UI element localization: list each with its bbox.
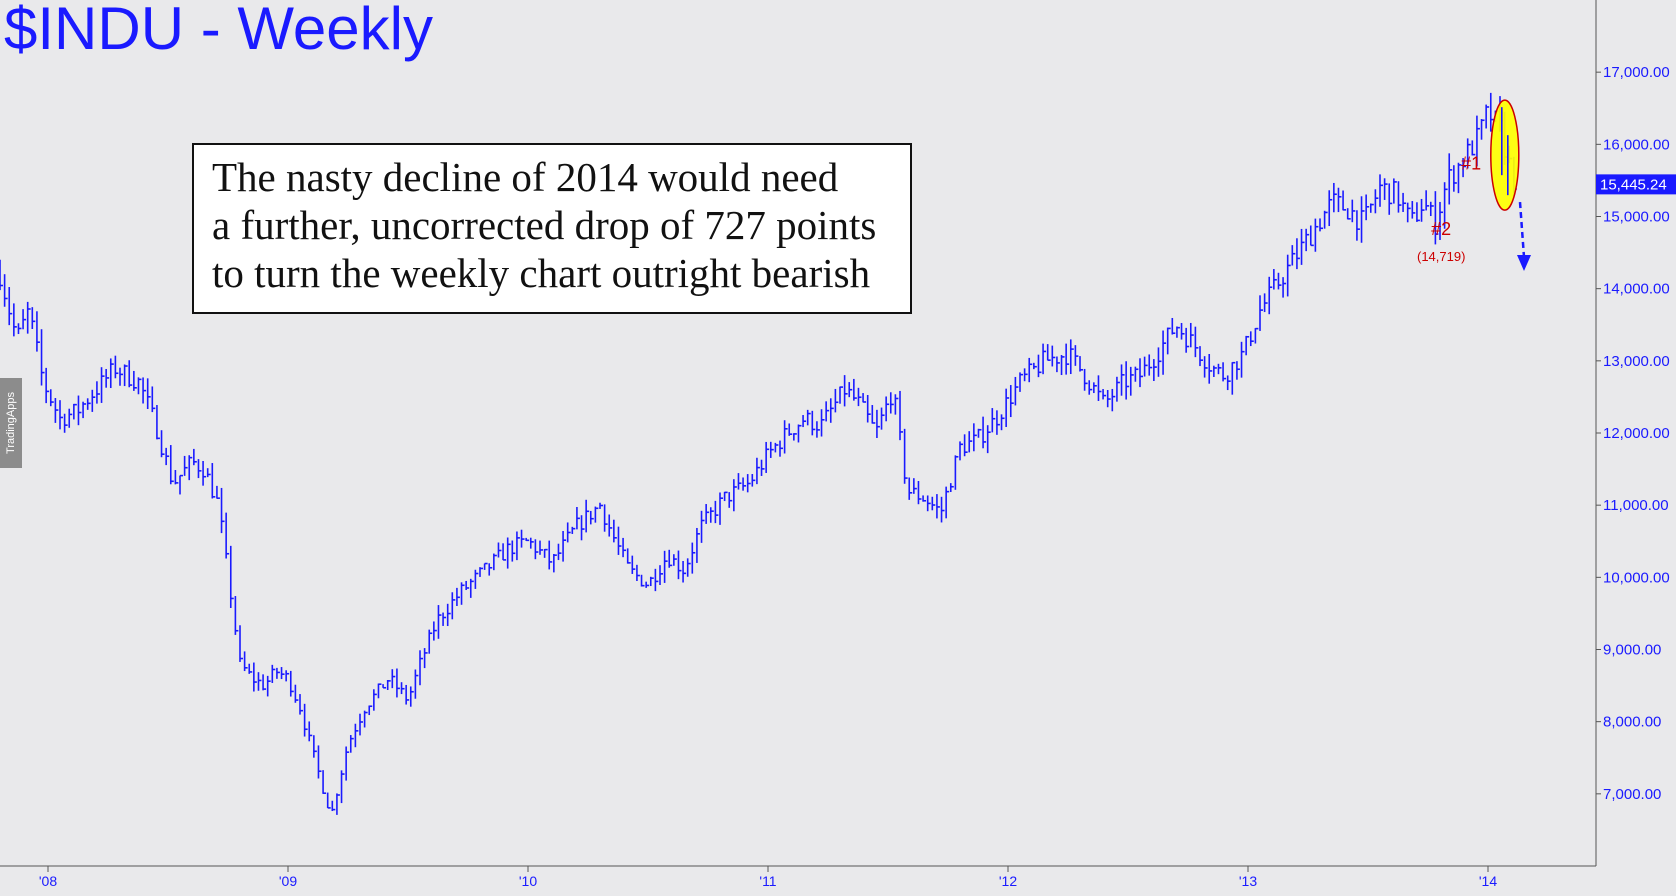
highlight-ellipse [1490, 99, 1520, 211]
y-tick-label: 11,000.00 [1603, 497, 1669, 514]
x-tick-label: '14 [1479, 873, 1497, 889]
y-tick-label: 7,000.00 [1603, 786, 1661, 803]
last-price-tag: 15,445.24 [1596, 174, 1676, 195]
marker-1-label: #1 [1461, 154, 1481, 174]
y-tick-label: 16,000.00 [1603, 136, 1670, 153]
annotation-line-3: to turn the weekly chart outright bearis… [212, 250, 871, 296]
x-tick-label: '09 [279, 873, 297, 889]
x-tick-label: '10 [519, 873, 537, 889]
projection-arrow-line [1518, 201, 1526, 258]
marker-2-value: (14,719) [1417, 249, 1465, 264]
x-tick-label: '08 [39, 873, 57, 889]
y-tick-label: 14,000.00 [1603, 281, 1670, 298]
side-tab[interactable]: TradingApps [0, 378, 22, 468]
annotation-line-2: a further, uncorrected drop of 727 point… [212, 202, 877, 248]
projection-arrow-head [1517, 255, 1531, 272]
chart-title: $INDU - Weekly [4, 0, 433, 62]
side-tab-label: TradingApps [5, 392, 17, 454]
annotation-line-1: The nasty decline of 2014 would need [212, 154, 839, 200]
y-tick-label: 8,000.00 [1603, 714, 1661, 731]
annotation-box: The nasty decline of 2014 would need a f… [192, 143, 912, 314]
x-tick-label: '12 [999, 873, 1017, 889]
last-price-tag-bg [1596, 174, 1676, 195]
x-tick-label: '11 [759, 873, 776, 889]
y-tick-label: 9,000.00 [1603, 642, 1661, 659]
chart-annotations: #1 #2 (14,719) [1417, 99, 1531, 272]
x-tick-label: '13 [1239, 873, 1257, 889]
y-axis: 17,000.00 16,000.00 15,000.00 14,000.00 13,0… [1596, 64, 1676, 803]
last-price-label: 15,445.24 [1600, 176, 1667, 193]
marker-2-label: #2 [1431, 219, 1451, 239]
price-bars [0, 92, 1517, 815]
x-axis: '08 '09 '10 '11 '12 '13 '14 [39, 866, 1497, 889]
y-tick-label: 10,000.00 [1603, 569, 1670, 586]
y-tick-label: 12,000.00 [1603, 425, 1670, 442]
y-tick-label: 15,000.00 [1603, 209, 1670, 226]
y-tick-label: 13,000.00 [1603, 353, 1670, 370]
y-tick-label: 17,000.00 [1603, 64, 1670, 81]
